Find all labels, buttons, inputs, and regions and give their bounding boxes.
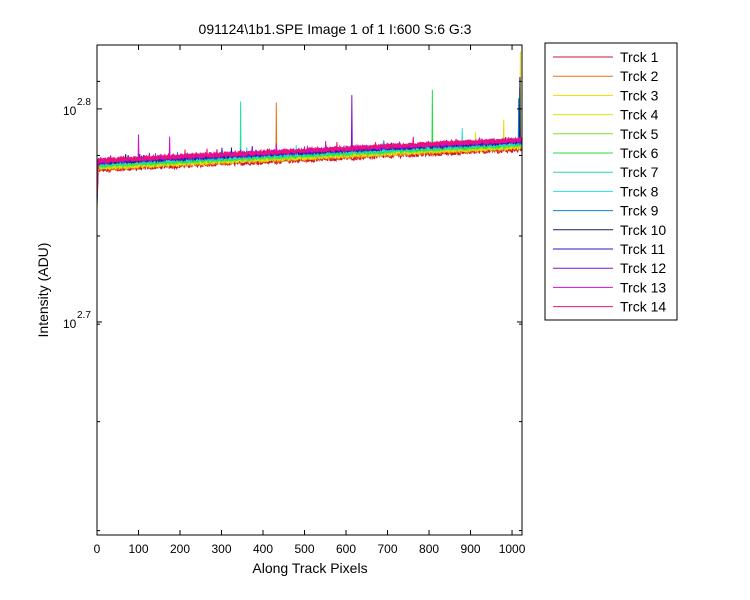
legend-label: Trck 7	[620, 164, 659, 180]
x-tick-label: 700	[378, 542, 398, 556]
x-tick-label: 800	[419, 542, 439, 556]
y-tick-label-exponent: 2.8	[77, 97, 91, 108]
x-axis: 0 100 200 300 400 500 600 700 800 900 1000	[94, 45, 526, 556]
legend-label: Trck 13	[620, 279, 666, 295]
legend-label: Trck 1	[620, 49, 659, 65]
legend-label: Trck 12	[620, 260, 666, 276]
legend-items: Trck 1 Trck 2 Trck 3 Trck 4 Trck 5 Trck 6 Trck…	[553, 49, 666, 315]
legend-label: Trck 14	[620, 299, 666, 315]
legend-label: Trck 8	[620, 183, 659, 199]
legend: Trck 1 Trck 2 Trck 3 Trck 4 Trck 5 Trck 6 Trck…	[544, 42, 678, 321]
legend-label: Trck 9	[620, 203, 659, 219]
series-layer	[96, 51, 523, 208]
chart-title: 091124\1b1.SPE Image 1 of 1 I:600 S:6 G:…	[199, 21, 472, 37]
plot-area	[97, 45, 522, 535]
x-tick-label: 200	[170, 542, 190, 556]
y-tick-label-base: 10	[63, 317, 77, 331]
legend-label: Trck 6	[620, 145, 659, 161]
y-tick-label-base: 10	[63, 104, 77, 118]
x-tick-label: 300	[211, 542, 231, 556]
legend-label: Trck 11	[620, 241, 665, 257]
legend-box	[544, 42, 678, 321]
legend-label: Trck 10	[620, 222, 666, 238]
x-tick-label: 0	[94, 542, 101, 556]
x-axis-label: Along Track Pixels	[252, 560, 367, 576]
plot-frame	[96, 44, 523, 536]
legend-label: Trck 2	[620, 68, 659, 84]
legend-label: Trck 3	[620, 87, 659, 103]
series-line	[96, 136, 522, 198]
legend-label: Trck 4	[620, 107, 659, 123]
y-axis-label: Intensity (ADU)	[35, 243, 51, 338]
x-tick-label: 1000	[499, 542, 526, 556]
y-tick-label-exponent: 2.7	[77, 310, 91, 321]
x-tick-label: 900	[461, 542, 481, 556]
x-tick-label: 100	[128, 542, 148, 556]
x-tick-label: 400	[253, 542, 273, 556]
x-tick-label: 500	[295, 542, 315, 556]
x-tick-label: 600	[336, 542, 356, 556]
legend-label: Trck 5	[620, 126, 659, 142]
